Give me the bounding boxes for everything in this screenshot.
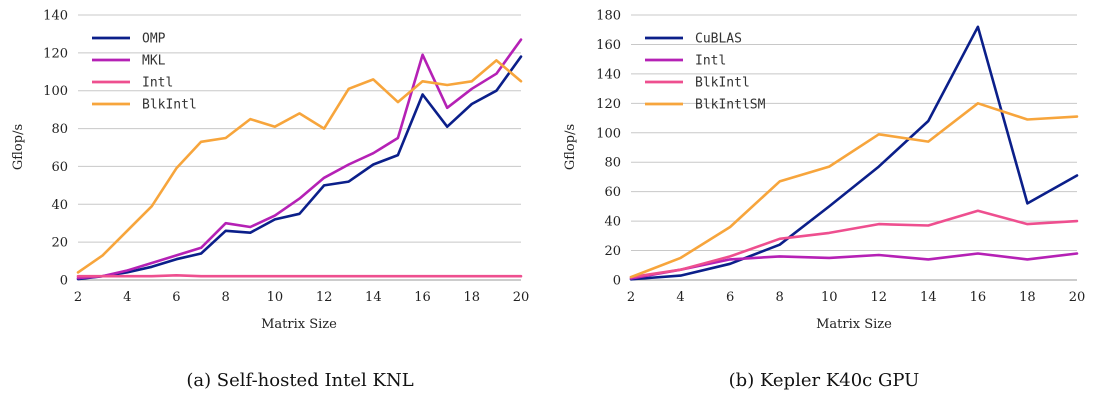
x-tick-label-k40c: 8 (776, 290, 784, 305)
legend-label-omp-knl: OMP (142, 32, 166, 47)
x-tick-label-k40c: 14 (920, 290, 937, 305)
y-tick-label-knl: 0 (60, 274, 68, 289)
x-tick-label-k40c: 18 (1019, 290, 1036, 305)
caption-knl: (a) Self-hosted Intel KNL (186, 370, 413, 391)
series-line-mkl-knl (76, 38, 523, 280)
caption-k40c: (b) Kepler K40c GPU (729, 370, 920, 391)
y-tick-label-knl: 120 (43, 46, 68, 61)
y-tick-label-k40c: 60 (604, 185, 621, 200)
legend-label-blkintlsm-k40c: BlkIntlSM (695, 98, 766, 113)
y-tick-label-k40c: 80 (604, 156, 621, 171)
y-tick-label-knl: 140 (43, 9, 68, 24)
x-tick-label-k40c: 12 (871, 290, 888, 305)
y-axis-label-k40c: Gflop/s (563, 124, 578, 170)
x-tick-label-knl: 10 (267, 290, 284, 305)
x-tick-label-knl: 2 (74, 290, 82, 305)
y-axis-label-knl: Gflop/s (11, 124, 26, 170)
x-tick-label-knl: 8 (222, 290, 230, 305)
series-line-intl-k40c (629, 252, 1079, 280)
legend-label-mkl-knl: MKL (142, 54, 166, 69)
x-tick-label-knl: 18 (464, 290, 481, 305)
legend-label-cublas-k40c: CuBLAS (695, 32, 742, 47)
y-tick-label-k40c: 160 (596, 38, 621, 53)
y-tick-label-k40c: 140 (596, 67, 621, 82)
legend-k40c: CuBLAS Intl BlkIntl BlkIntlSM (645, 32, 766, 113)
x-axis-label-knl: Matrix Size (261, 317, 337, 332)
x-tick-label-k40c: 2 (627, 290, 635, 305)
legend-label-intl-k40c: Intl (695, 54, 726, 69)
y-tick-label-knl: 80 (51, 122, 68, 137)
legend-knl: OMP MKL Intl BlkIntl (92, 32, 197, 113)
y-tick-label-knl: 40 (51, 198, 68, 213)
series-line-omp-knl (76, 55, 523, 281)
legend-label-blkintl-knl: BlkIntl (142, 98, 197, 113)
x-tick-label-knl: 20 (513, 290, 530, 305)
series-line-cublas-k40c (629, 25, 1079, 281)
y-tick-label-k40c: 120 (596, 97, 621, 112)
x-tick-label-k40c: 20 (1069, 290, 1086, 305)
x-tick-label-k40c: 16 (970, 290, 987, 305)
chart-panel-knl: 0 20 40 60 80 100 120 140 2 4 6 8 10 12 14 16 18 20 OMP M… (11, 9, 529, 392)
x-axis-label-k40c: Matrix Size (816, 317, 892, 332)
series-line-blkintl-knl (76, 59, 523, 274)
x-tick-label-k40c: 10 (821, 290, 838, 305)
y-tick-label-knl: 20 (51, 236, 68, 251)
series-line-blkintlsm-k40c (629, 102, 1079, 279)
x-tick-label-knl: 4 (123, 290, 131, 305)
legend-label-blkintl-k40c: BlkIntl (695, 76, 750, 91)
y-tick-label-knl: 100 (43, 84, 68, 99)
chart-panel-k40c: 0 20 40 60 80 100 120 140 160 180 2 4 6 8 10 12 14 16 18 2… (563, 9, 1085, 392)
y-tick-label-k40c: 100 (596, 126, 621, 141)
x-tick-label-knl: 12 (316, 290, 333, 305)
x-tick-label-k40c: 4 (676, 290, 684, 305)
legend-label-intl-knl: Intl (142, 76, 173, 91)
series-line-intl-knl (76, 273, 523, 278)
x-tick-label-knl: 14 (365, 290, 382, 305)
x-tick-label-knl: 16 (414, 290, 431, 305)
series-line-blkintl-k40c (629, 209, 1079, 279)
y-tick-label-k40c: 180 (596, 9, 621, 24)
y-tick-label-k40c: 20 (604, 244, 621, 259)
y-tick-label-k40c: 40 (604, 215, 621, 230)
x-tick-label-k40c: 6 (726, 290, 734, 305)
y-tick-label-k40c: 0 (613, 274, 621, 289)
x-tick-label-knl: 6 (172, 290, 180, 305)
y-tick-label-knl: 60 (51, 160, 68, 175)
